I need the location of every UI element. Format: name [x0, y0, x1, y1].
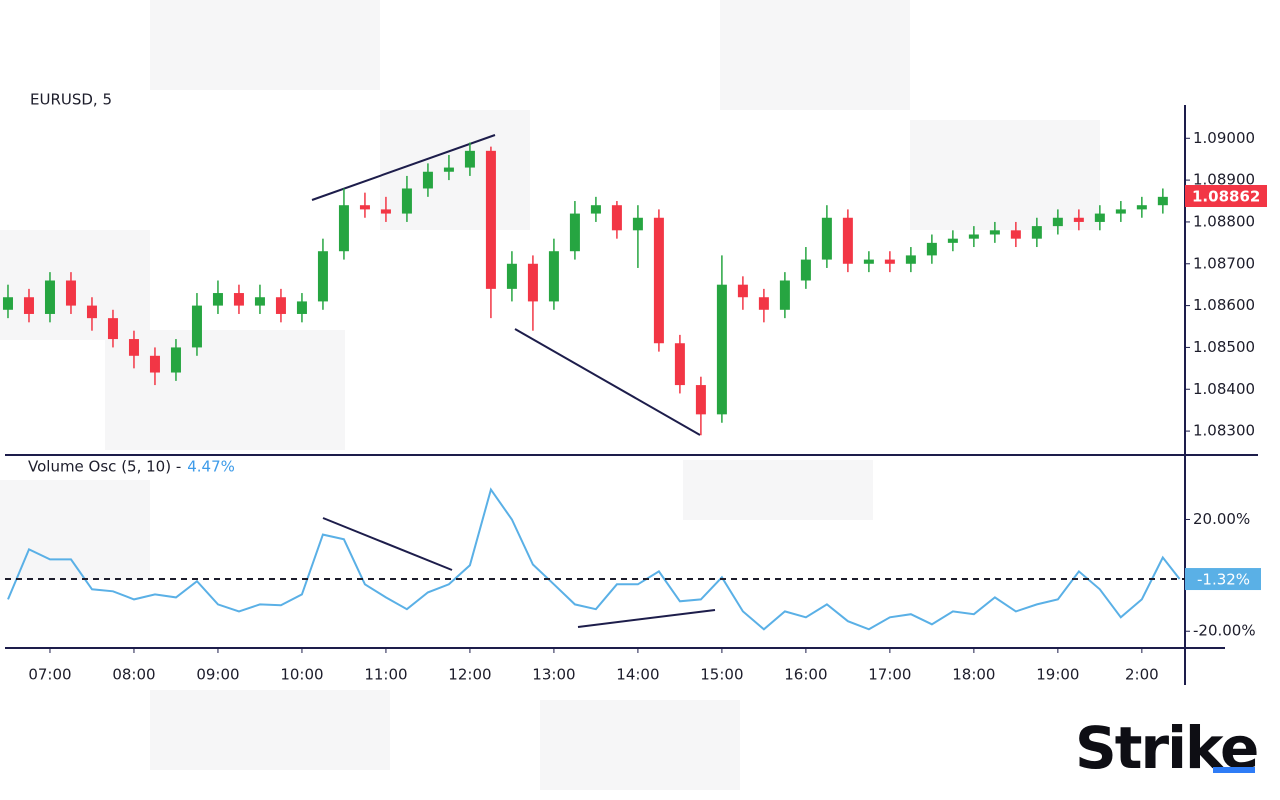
candle-body [674, 343, 685, 386]
candle-body [1052, 217, 1063, 227]
last-value-box [1185, 568, 1261, 591]
candle-body [800, 259, 811, 281]
x-tick-label: 07:00 [28, 666, 71, 684]
candle-body [65, 280, 76, 306]
x-tick-label: 09:00 [196, 666, 239, 684]
candle-body [443, 167, 454, 172]
candle-body [1010, 230, 1021, 239]
candle-body [527, 263, 538, 302]
candle-body [44, 280, 55, 314]
x-tick-label: 08:00 [112, 666, 155, 684]
candle-body [758, 297, 769, 310]
background-patches [0, 0, 1100, 790]
candle-body [86, 305, 97, 319]
y-tick-label: 1.08700 [1193, 254, 1255, 272]
x-tick-label: 2:00 [1125, 666, 1159, 684]
candle-body [275, 297, 286, 314]
candle-body [611, 205, 622, 231]
x-tick-label: 19:00 [1036, 666, 1079, 684]
x-tick-label: 12:00 [448, 666, 491, 684]
candle-body [1157, 196, 1168, 206]
candle-body [590, 205, 601, 214]
x-tick-label: 15:00 [700, 666, 743, 684]
candle-body [737, 284, 748, 298]
brand-logo: Strike [1075, 714, 1259, 782]
candle-body [1136, 205, 1147, 210]
candle-body [506, 263, 517, 289]
y-tick-label: 1.08600 [1193, 296, 1255, 314]
candle-body [842, 217, 853, 264]
trend-lines [311, 134, 716, 628]
candle-body [1094, 213, 1105, 222]
x-tick-label: 17:00 [868, 666, 911, 684]
candle-body [233, 293, 244, 306]
x-tick-label: 11:00 [364, 666, 407, 684]
candle-body [1115, 209, 1126, 214]
candle-body [548, 251, 559, 302]
x-tick-label: 13:00 [532, 666, 575, 684]
y-tick-label: 1.08400 [1193, 380, 1255, 398]
last-value-label: -1.32% [1197, 571, 1250, 589]
last-price-label: 1.08862 [1192, 188, 1260, 206]
candle-body [821, 217, 832, 260]
y-tick-label: 1.08500 [1193, 338, 1255, 356]
osc-line [7, 487, 1181, 631]
x-tick-label: 14:00 [616, 666, 659, 684]
osc-current-value: 4.47% [187, 458, 235, 476]
candle-body [863, 259, 874, 264]
candle-body [2, 297, 13, 310]
candle-body [926, 242, 937, 256]
candle-body [296, 301, 307, 314]
x-tick-label: 10:00 [280, 666, 323, 684]
candle-body [23, 297, 34, 314]
candle-body [380, 209, 391, 214]
candle-body [884, 259, 895, 264]
candle-body [212, 293, 223, 306]
candle-body [632, 217, 643, 231]
y-tick-label: 1.08900 [1193, 171, 1255, 189]
chart-title: EURUSD, 5 [30, 91, 112, 109]
candle-body [191, 305, 202, 348]
y-tick-label: 20.00% [1193, 510, 1250, 528]
candle-body [338, 205, 349, 252]
candle-body [464, 150, 475, 168]
candle-body [485, 150, 496, 289]
y-tick-label: 1.08300 [1193, 422, 1255, 440]
candle-body [317, 251, 328, 302]
candle-body [947, 238, 958, 243]
candle-body [989, 230, 1000, 235]
candle-body [695, 385, 706, 415]
last-price-box [1185, 185, 1267, 208]
x-tick-label: 16:00 [784, 666, 827, 684]
candle-body [170, 347, 181, 373]
candle-body [1073, 217, 1084, 222]
candle-body [905, 255, 916, 264]
candle-body [401, 188, 412, 214]
y-tick-label: 1.09000 [1193, 129, 1255, 147]
y-tick-label: -20.00% [1193, 622, 1256, 640]
candle-body [779, 280, 790, 310]
osc-title: Volume Osc (5, 10) - [28, 458, 181, 476]
candle-body [653, 217, 664, 344]
x-tick-label: 18:00 [952, 666, 995, 684]
candle-body [107, 318, 118, 340]
candle-body [422, 171, 433, 189]
candle-body [716, 284, 727, 415]
candle-body [1031, 226, 1042, 239]
candle-body [968, 234, 979, 239]
candle-body [569, 213, 580, 252]
candle-body [149, 355, 160, 373]
y-tick-label: 1.08800 [1193, 212, 1255, 230]
candle-body [359, 205, 370, 210]
candle-body [254, 297, 265, 306]
candle-body [128, 339, 139, 356]
